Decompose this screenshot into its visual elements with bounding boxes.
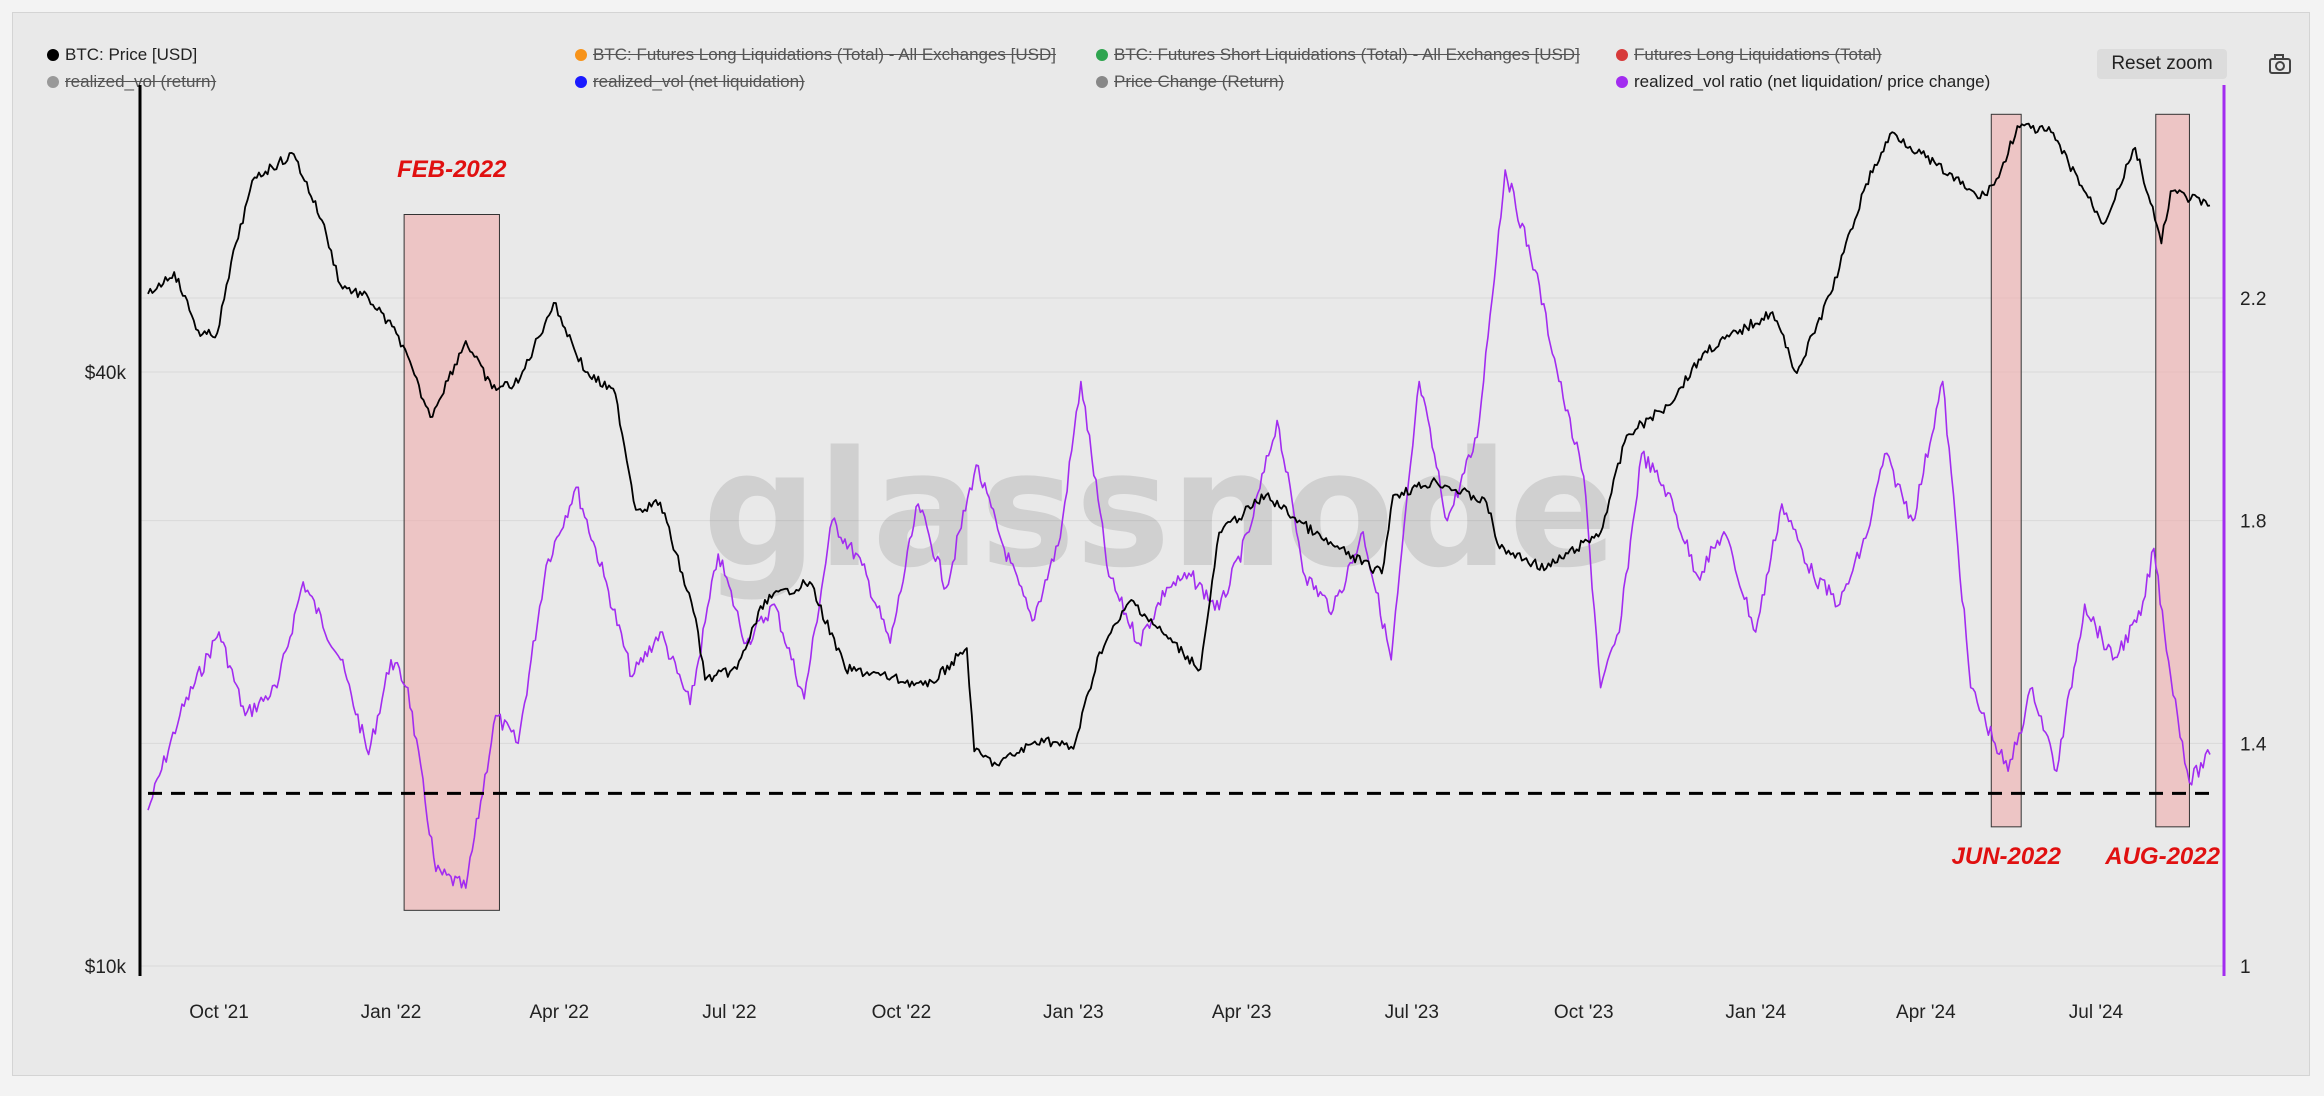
y-right-tick-label: 2.2 [2240, 289, 2266, 310]
legend-item[interactable]: BTC: Futures Short Liquidations (Total) … [1096, 45, 1580, 65]
legend-marker-icon [575, 76, 587, 88]
legend-marker-icon [47, 76, 59, 88]
x-tick-label: Jan '22 [361, 1002, 422, 1023]
legend-label: Price Change (Return) [1114, 72, 1285, 91]
annotation-label: JUN-2022 [1952, 843, 2062, 870]
legend-item[interactable]: BTC: Futures Long Liquidations (Total) -… [575, 45, 1056, 65]
ratio-series-line [147, 169, 2211, 889]
legend-label: BTC: Futures Short Liquidations (Total) … [1114, 45, 1580, 64]
legend-label: BTC: Futures Long Liquidations (Total) -… [593, 45, 1056, 64]
legend-marker-icon [1096, 49, 1108, 61]
highlight-region [2155, 113, 2190, 828]
legend-label: BTC: Price [USD] [65, 45, 198, 64]
x-tick-label: Apr '22 [529, 1002, 589, 1023]
legend-item[interactable]: realized_vol (net liquidation) [575, 72, 805, 92]
legend-label: realized_vol ratio (net liquidation/ pri… [1634, 72, 1991, 91]
x-tick-label: Jan '24 [1725, 1002, 1786, 1023]
highlight-region [1990, 113, 2022, 828]
legend-label: Futures Long Liquidations (Total) [1634, 45, 1882, 64]
legend-item[interactable]: Price Change (Return) [1096, 72, 1284, 92]
legend-marker-icon [1616, 76, 1628, 88]
legend-item[interactable]: realized_vol ratio (net liquidation/ pri… [1616, 72, 1990, 92]
legend-marker-icon [1616, 49, 1628, 61]
x-tick-label: Oct '23 [1554, 1002, 1614, 1023]
x-tick-label: Oct '22 [872, 1002, 932, 1023]
legend-marker-icon [1096, 76, 1108, 88]
x-tick-label: Jul '23 [1385, 1002, 1439, 1023]
reset-zoom-button[interactable]: Reset zoom [2097, 49, 2227, 79]
annotation-label: FEB-2022 [397, 156, 507, 183]
x-tick-label: Apr '24 [1896, 1002, 1956, 1023]
x-tick-label: Oct '21 [189, 1002, 249, 1023]
legend-marker-icon [575, 49, 587, 61]
legend-label: realized_vol (return) [65, 72, 217, 91]
y-left-tick-label: $40k [85, 363, 127, 384]
price-series-line [147, 122, 2211, 767]
watermark-logo: glassnode [703, 416, 1618, 603]
x-tick-label: Jan '23 [1043, 1002, 1104, 1023]
annotation-label: AUG-2022 [2104, 843, 2220, 870]
x-tick-label: Apr '23 [1212, 1002, 1272, 1023]
x-tick-label: Jul '24 [2069, 1002, 2124, 1023]
y-left-tick-label: $10k [85, 957, 127, 978]
y-right-tick-label: 1 [2240, 957, 2251, 978]
x-tick-label: Jul '22 [702, 1002, 756, 1023]
camera-icon[interactable] [2267, 51, 2293, 77]
highlight-region [403, 214, 500, 911]
legend-marker-icon [47, 49, 59, 61]
legend-label: realized_vol (net liquidation) [593, 72, 805, 91]
y-right-tick-label: 1.4 [2240, 734, 2267, 755]
chart-panel: BTC: Price [USD] BTC: Futures Long Liquid… [12, 12, 2310, 1076]
y-right-tick-label: 1.8 [2240, 512, 2266, 533]
legend-item[interactable]: Futures Long Liquidations (Total) [1616, 45, 1882, 65]
legend-item[interactable]: BTC: Price [USD] [47, 45, 197, 65]
legend-item[interactable]: realized_vol (return) [47, 72, 216, 92]
